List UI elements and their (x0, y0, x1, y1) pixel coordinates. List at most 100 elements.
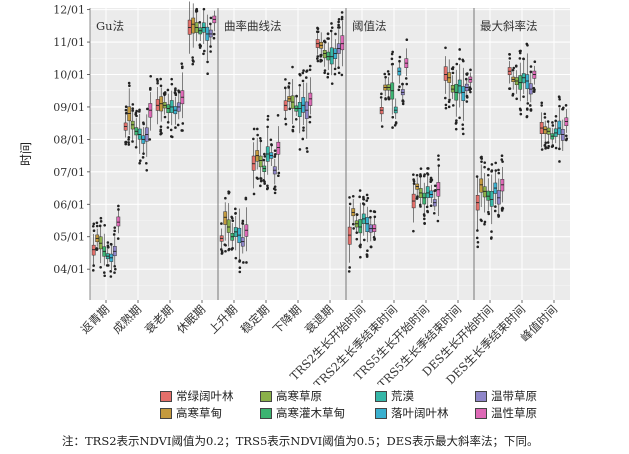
outlier (195, 10, 198, 13)
outlier (263, 155, 267, 158)
outlier (394, 121, 398, 124)
legend-swatch (475, 407, 487, 419)
outlier (398, 59, 401, 63)
outlier (209, 16, 213, 20)
outlier (448, 98, 451, 102)
outlier (322, 40, 326, 43)
outlier (550, 145, 554, 148)
outlier (238, 266, 242, 270)
outlier (103, 223, 106, 227)
outlier (384, 97, 387, 101)
outlier (387, 97, 391, 101)
outlier (543, 112, 547, 116)
outlier (91, 269, 95, 272)
outlier (166, 88, 170, 92)
outlier (288, 107, 292, 111)
outlier (426, 172, 429, 175)
legend-item: 荒漠 (375, 388, 414, 404)
outlier (298, 83, 302, 87)
outlier (554, 119, 557, 123)
box (358, 219, 363, 234)
outlier (304, 76, 308, 79)
outlier (302, 126, 305, 129)
outlier (401, 82, 404, 86)
x-tick-label: 稳定期 (238, 302, 272, 336)
outlier (223, 243, 227, 246)
outlier (497, 213, 500, 217)
box (525, 74, 530, 90)
outlier (277, 171, 281, 175)
outlier (103, 271, 106, 274)
outlier (259, 184, 262, 188)
outlier (298, 148, 302, 151)
outlier (241, 222, 245, 225)
outlier (155, 77, 159, 81)
outlier (511, 94, 515, 97)
box (422, 192, 427, 205)
outlier (533, 88, 536, 92)
box (365, 217, 370, 233)
box (251, 155, 256, 171)
outlier (533, 60, 537, 63)
outlier (365, 253, 369, 257)
outlier (518, 107, 522, 111)
outlier (270, 143, 273, 147)
outlier (231, 219, 235, 223)
outlier (124, 111, 128, 115)
outlier (480, 160, 483, 163)
outlier (486, 173, 490, 177)
y-tick-label: 07/01 (53, 166, 85, 179)
outlier (487, 212, 491, 216)
outlier (451, 67, 455, 71)
outlier (323, 71, 326, 75)
outlier (423, 221, 426, 225)
outlier (131, 109, 135, 112)
outlier (114, 267, 117, 271)
outlier (95, 224, 99, 228)
outlier (227, 190, 230, 193)
outlier (266, 114, 270, 118)
outlier (391, 115, 395, 119)
outlier (564, 134, 568, 138)
outlier (532, 90, 536, 93)
outlier (387, 72, 391, 76)
outlier (255, 127, 259, 131)
outlier (305, 69, 309, 72)
outlier (138, 161, 141, 165)
outlier (180, 62, 184, 65)
outlier (461, 58, 465, 62)
outlier (252, 137, 255, 141)
outlier (330, 26, 334, 29)
outlier (287, 85, 290, 88)
outlier (369, 245, 373, 249)
outlier (383, 72, 387, 76)
outlier (259, 177, 263, 180)
outlier (361, 202, 365, 205)
outlier (390, 62, 394, 66)
outlier (458, 116, 461, 120)
outlier (433, 184, 437, 188)
box (543, 126, 548, 134)
outlier (202, 7, 206, 11)
legend-label: 温性草原 (491, 406, 537, 420)
outlier (412, 173, 415, 176)
outlier (173, 91, 177, 94)
outlier (337, 17, 341, 21)
outlier (362, 197, 365, 201)
legend-swatch (375, 390, 387, 402)
outlier (92, 264, 95, 267)
outlier (490, 163, 494, 166)
box (486, 190, 491, 201)
outlier (379, 96, 383, 99)
outlier (269, 138, 273, 142)
outlier (209, 22, 212, 26)
x-tick-label: 上升期 (206, 302, 240, 336)
box (308, 92, 313, 106)
outlier (117, 208, 120, 211)
outlier (266, 125, 269, 129)
outlier (557, 95, 561, 98)
outlier (480, 219, 483, 223)
outlier (263, 182, 266, 185)
outlier (543, 144, 547, 147)
outlier (113, 229, 116, 233)
